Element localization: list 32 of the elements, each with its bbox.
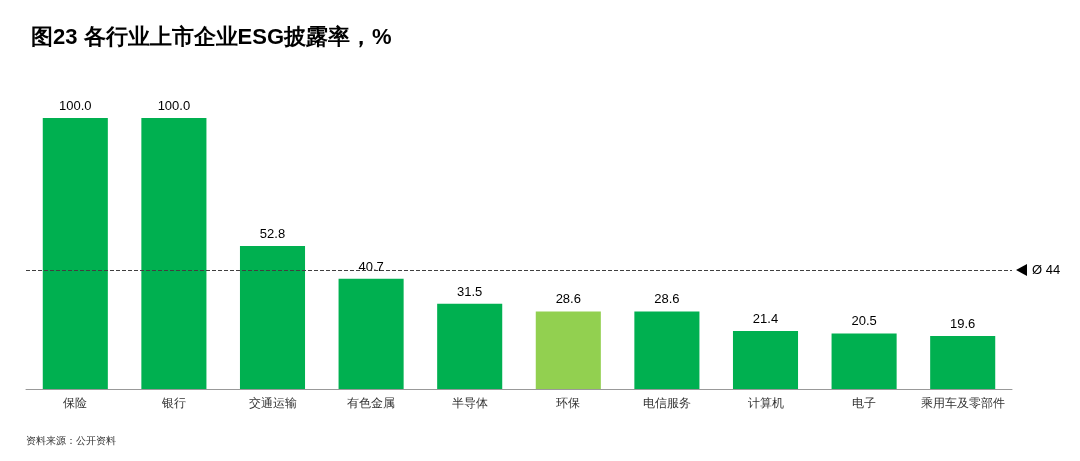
chart-title: 图23 各行业上市企业ESG披露率，%: [31, 23, 392, 49]
bar: [338, 278, 404, 389]
bar: [535, 311, 601, 389]
data-label: 100.0: [59, 98, 92, 113]
data-label: 100.0: [157, 98, 191, 113]
x-tick-label: 计算机: [747, 396, 784, 410]
x-tick-label: 有色金属: [347, 396, 396, 410]
x-tick-label: 半导体: [451, 396, 488, 410]
x-tick-label: 环保: [556, 396, 581, 410]
data-label: 20.5: [851, 313, 877, 329]
data-label: 21.4: [752, 311, 779, 327]
bar: [141, 118, 207, 389]
x-tick-label: 乘用车及零部件: [920, 396, 1005, 410]
bar: [831, 333, 897, 389]
x-tick-label: 电子: [852, 396, 877, 410]
x-tick-label: 银行: [160, 396, 186, 410]
text: 资料来源：公开资料: [26, 434, 116, 446]
bar: [634, 311, 700, 389]
bar: [437, 303, 503, 389]
bar: [239, 245, 306, 389]
bar: [732, 331, 799, 389]
data-label: 52.8: [259, 225, 286, 241]
data-label: 28.6: [555, 291, 581, 307]
x-tick-label: 交通运输: [248, 396, 297, 410]
bar: [930, 335, 996, 389]
ref-line-label: Ø 44: [1032, 262, 1061, 278]
data-label: 19.6: [950, 315, 976, 331]
bar: [42, 118, 108, 389]
x-tick-label: 电信服务: [642, 396, 691, 410]
data-label: 31.5: [457, 283, 483, 299]
data-label: 28.6: [654, 291, 680, 307]
x-tick-label: 保险: [63, 396, 88, 410]
